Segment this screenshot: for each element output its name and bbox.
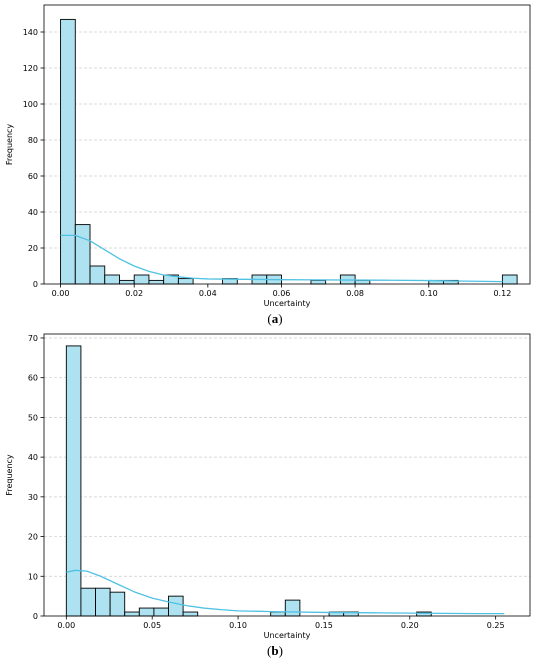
x-tick-label: 0.12 (493, 289, 511, 298)
y-tick-label: 80 (28, 136, 38, 145)
histogram-bar (80, 587, 96, 617)
histogram-bar (95, 587, 111, 617)
histogram-bar (89, 265, 106, 285)
histogram-bar (104, 274, 120, 285)
x-tick-label: 0.02 (125, 289, 143, 298)
kde-curve (66, 569, 505, 615)
y-tick-label: 20 (28, 244, 38, 253)
y-tick-label: 0 (33, 280, 38, 289)
y-axis-label: Frequency (5, 454, 14, 496)
y-axis-label: Frequency (5, 124, 14, 166)
x-tick-label: 0.20 (401, 621, 419, 630)
histogram-bar (501, 274, 518, 285)
histogram-bar (168, 595, 184, 617)
y-tick-label: 120 (23, 64, 38, 73)
histogram-bar (119, 279, 135, 285)
y-tick-label: 40 (28, 453, 38, 462)
histogram-bar (148, 279, 165, 285)
plot-frame (43, 4, 531, 285)
caption-b-label: b (271, 643, 279, 658)
y-tick-label: 30 (28, 493, 38, 502)
histogram-bar (284, 599, 301, 617)
x-axis-label: Uncertainty (264, 631, 311, 640)
x-tick-label: 0.00 (52, 289, 70, 298)
y-tick-label: 20 (28, 533, 38, 542)
y-tick-label: 70 (28, 334, 38, 343)
x-axis-label: Uncertainty (264, 299, 311, 308)
kde-curve (60, 234, 503, 283)
plot-frame (43, 333, 531, 617)
histogram-a: 0.00 0.02 0.04 0.06 0.08 0.10 0.12 0 20 40 60 80 100… (5, 4, 531, 308)
histogram-bar (354, 279, 371, 285)
y-tick-label: 140 (23, 28, 38, 37)
x-tick-label: 0.10 (420, 289, 438, 298)
caption-a-label: a (271, 311, 279, 326)
x-tick-label: 0.25 (487, 621, 505, 630)
x-tick-label: 0.15 (315, 621, 333, 630)
histogram-bar (74, 224, 91, 285)
x-tick-label: 0.06 (273, 289, 291, 298)
histogram-bar (109, 591, 126, 617)
y-tick-label: 0 (33, 612, 38, 621)
histogram-bar (65, 345, 82, 617)
histogram-bar (60, 18, 76, 285)
histogram-b: 0.00 0.05 0.10 0.15 0.20 0.25 0 10 20 30 40 50 60 70 U… (5, 333, 531, 640)
x-tick-label: 0.08 (346, 289, 364, 298)
y-tick-label: 50 (28, 413, 38, 422)
x-tick-label: 0.00 (57, 621, 75, 630)
y-tick-label: 40 (28, 208, 38, 217)
histogram-bar (270, 611, 286, 617)
histogram-bar (182, 611, 199, 617)
histogram-bar (124, 611, 140, 617)
x-tick-label: 0.05 (143, 621, 161, 630)
x-tick-label: 0.10 (229, 621, 247, 630)
x-tick-label: 0.04 (199, 289, 217, 298)
histogram-bar (310, 279, 327, 285)
y-tick-label: 100 (23, 100, 38, 109)
caption-b: (b) (267, 643, 283, 658)
histogram-bar (138, 607, 155, 617)
y-tick-label: 10 (28, 572, 38, 581)
histogram-bar (177, 278, 194, 285)
y-tick-label: 60 (28, 172, 38, 181)
y-tick-label: 60 (28, 374, 38, 383)
caption-a: (a) (267, 311, 283, 326)
histogram-bar (133, 274, 150, 285)
histogram-bar (153, 607, 169, 617)
